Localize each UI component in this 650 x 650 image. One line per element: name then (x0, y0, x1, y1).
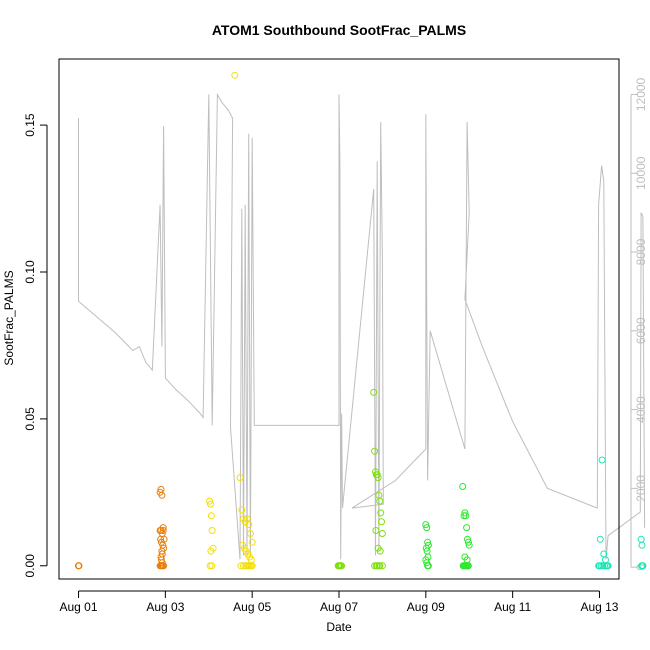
data-point (159, 562, 167, 570)
data-point (638, 541, 646, 549)
data-point (245, 521, 253, 529)
x-axis: Aug 01 Aug 03 Aug 05 Aug 07 Aug 09 Aug 11 Aug … (60, 590, 619, 614)
data-point (370, 388, 378, 396)
data-point (246, 562, 254, 570)
data-point (637, 535, 645, 543)
data-point (462, 512, 470, 520)
data-point (159, 527, 167, 534)
data-point (464, 538, 472, 546)
y2-tick-label: 12000 (634, 77, 648, 111)
y2-tick-label: 0 (634, 564, 648, 571)
y-tick-label: 0.05 (23, 407, 37, 431)
data-point (424, 562, 432, 570)
x-tick-label: Aug 01 (60, 600, 98, 614)
chart-title: ATOM1 Southbound SootFrac_PALMS (212, 22, 466, 38)
y-axis: 0.00 0.05 0.10 0.15 (23, 113, 48, 578)
series-3 (422, 483, 473, 570)
data-point (237, 562, 245, 570)
y2-tick-label: 10000 (634, 156, 648, 190)
data-point (598, 456, 606, 464)
altitude-trace-line (78, 92, 646, 560)
data-point (377, 509, 385, 517)
y-tick-label: 0.00 (23, 554, 37, 578)
data-point (459, 483, 467, 490)
data-point (461, 509, 469, 517)
data-point (248, 538, 256, 546)
series-2 (334, 388, 386, 570)
data-point (378, 530, 386, 537)
data-point (371, 447, 379, 455)
data-point (375, 562, 383, 570)
data-point (231, 71, 239, 79)
data-point (596, 535, 604, 543)
series-1 (206, 71, 256, 570)
data-point (158, 491, 166, 499)
data-point (376, 547, 384, 555)
data-points-layer (75, 71, 647, 570)
data-point (238, 506, 246, 514)
data-point (376, 497, 384, 505)
data-point (207, 500, 214, 508)
series-0 (75, 485, 168, 570)
x-tick-label: Aug 03 (146, 600, 184, 614)
x-tick-label: Aug 11 (494, 600, 531, 614)
data-point (423, 524, 431, 532)
series-4 (595, 456, 647, 570)
data-point (236, 474, 244, 482)
data-point (638, 562, 646, 570)
data-point (464, 562, 471, 570)
y-axis-label: SootFrac_PALMS (2, 270, 16, 365)
data-point (208, 527, 216, 534)
y-tick-label: 0.10 (23, 260, 37, 284)
data-point (373, 471, 381, 479)
data-point (207, 512, 215, 520)
data-point (206, 562, 214, 570)
data-point (372, 527, 380, 534)
data-point (338, 562, 346, 570)
x-tick-label: Aug 13 (580, 600, 618, 614)
data-point (465, 541, 473, 549)
plot-frame (58, 58, 620, 580)
x-tick-label: Aug 09 (407, 600, 445, 614)
data-point (157, 535, 165, 543)
y-tick-label: 0.15 (23, 113, 37, 137)
altitude-trace-layer (78, 92, 646, 560)
x-tick-label: Aug 05 (233, 600, 271, 614)
data-point (463, 524, 471, 532)
data-point (422, 521, 430, 529)
data-point (206, 497, 214, 505)
data-point (75, 562, 83, 570)
data-point (246, 530, 254, 537)
data-point (207, 547, 215, 555)
data-point (248, 562, 256, 570)
y2-tick-label: 2000 (634, 475, 648, 502)
data-point (372, 562, 380, 570)
data-point (374, 474, 382, 482)
x-axis-label: Date (326, 620, 352, 634)
data-point (603, 562, 611, 570)
x-tick-label: Aug 07 (320, 600, 358, 614)
data-point (422, 544, 430, 552)
data-point (244, 562, 252, 570)
data-point (378, 518, 385, 526)
